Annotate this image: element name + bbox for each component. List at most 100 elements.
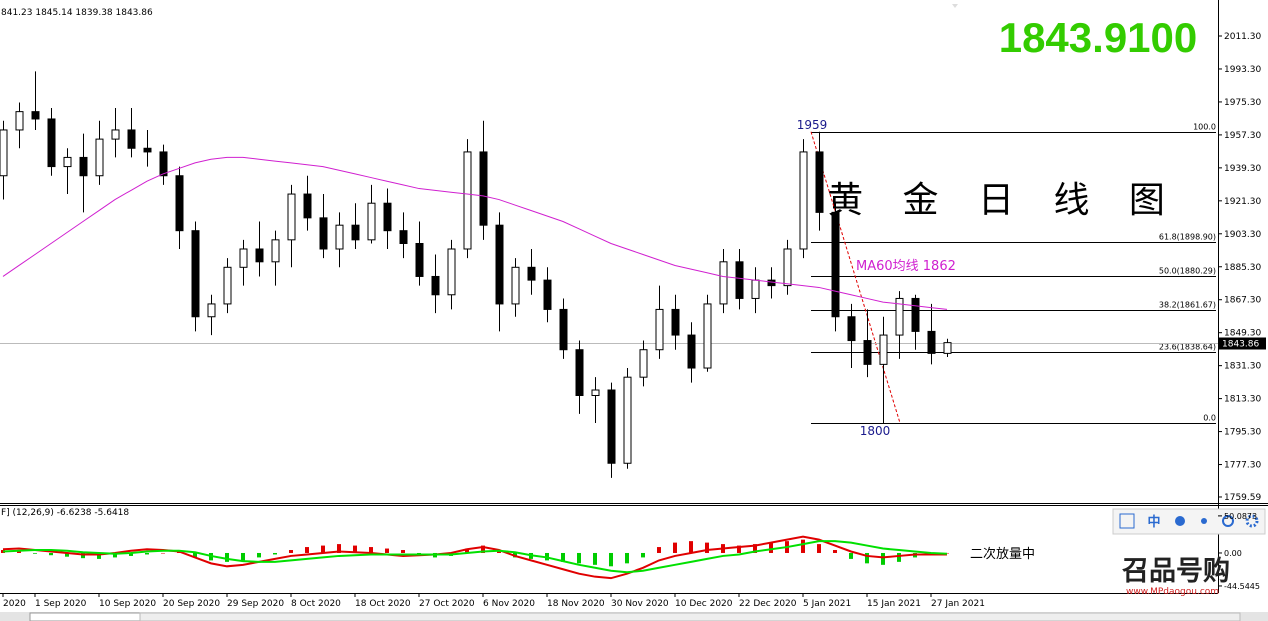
ma-line	[2, 156, 948, 310]
candle-body	[15, 111, 24, 131]
candle-body	[0, 129, 8, 177]
watermark-url: www.MPdaogou.com	[1126, 587, 1219, 597]
histogram-bar	[833, 550, 837, 553]
histogram-bar	[593, 552, 597, 565]
candle-body	[415, 242, 424, 277]
histogram-bar	[881, 552, 885, 565]
candle-body	[159, 151, 168, 177]
candle-body	[223, 266, 232, 305]
candle-body	[463, 151, 472, 250]
y-tick-label: 1921.30	[1224, 197, 1261, 207]
fib-label: 38.2(1861.67)	[1159, 301, 1216, 310]
toolbar-icon[interactable]	[1175, 516, 1185, 526]
y-tick-label: 0.00	[1224, 549, 1242, 558]
candle-body	[607, 389, 616, 464]
histogram-bar	[641, 552, 645, 558]
y-tick-label: 50.0873	[1224, 512, 1257, 521]
histogram-bar	[193, 552, 197, 558]
fib-label: 61.8(1898.90)	[1159, 233, 1216, 242]
candle-body	[879, 334, 888, 365]
histogram-bar	[673, 542, 677, 553]
candle-body	[447, 248, 456, 296]
tab[interactable]	[29, 612, 141, 621]
fib-label: 0.0	[1203, 414, 1216, 423]
candle-body	[383, 202, 392, 232]
candle-body	[511, 266, 520, 305]
candle-body	[543, 279, 552, 310]
candle-body	[95, 138, 104, 177]
candle-body	[751, 279, 760, 299]
candle-body	[79, 156, 88, 177]
histogram-bar	[753, 544, 757, 553]
histogram-bar	[401, 550, 405, 553]
x-tick-label: 27 Oct 2020	[419, 599, 475, 609]
histogram-bar	[353, 545, 357, 553]
y-tick-label: 1993.30	[1224, 65, 1261, 75]
current-price: 1843.9100	[999, 14, 1198, 61]
histogram-bar	[497, 551, 501, 553]
histogram-bar	[737, 545, 741, 553]
y-tick-label: 1831.30	[1224, 362, 1261, 372]
candle-body	[319, 217, 328, 250]
toolbar-icon[interactable]	[1201, 518, 1207, 524]
candle-body	[143, 147, 152, 153]
x-tick-label: 5 Jan 2021	[803, 599, 851, 609]
x-tick-label: 15 Jan 2021	[867, 599, 921, 609]
candle-body	[63, 156, 72, 168]
shift-marker	[952, 4, 958, 8]
y-tick-label: 1885.30	[1224, 263, 1261, 273]
candle-body	[271, 239, 280, 263]
candle-body	[255, 248, 264, 263]
candle-body	[687, 334, 696, 369]
candle-body	[399, 230, 408, 244]
candle-body	[767, 279, 776, 287]
candle-body	[479, 151, 488, 226]
histogram-bar	[817, 544, 821, 553]
histogram-bar	[129, 552, 133, 556]
histogram-bar	[849, 552, 853, 559]
y-tick-label: 1777.30	[1224, 461, 1261, 471]
histogram-bar	[273, 552, 277, 555]
toolbar-bg	[1112, 508, 1266, 535]
candle-body	[671, 308, 680, 336]
toolbar-icon[interactable]	[1245, 514, 1259, 528]
histogram-bar	[1, 550, 5, 553]
x-tick-label: 10 Sep 2020	[99, 599, 156, 609]
histogram-bar	[305, 547, 309, 553]
y-tick-label: 1867.30	[1224, 296, 1261, 306]
histogram-bar	[561, 552, 565, 562]
indicator-label: F] (12,26,9) -6.6238 -5.6418	[1, 508, 129, 518]
histogram-bar	[161, 552, 165, 554]
x-tick-label: 18 Nov 2020	[547, 599, 605, 609]
low-annotation: 1800	[860, 424, 891, 438]
candle-body	[367, 202, 376, 241]
x-tick-label: 18 Oct 2020	[355, 599, 411, 609]
histogram-bar	[65, 552, 69, 557]
y-tick-label: 1813.30	[1224, 395, 1261, 405]
histogram-bar	[289, 550, 293, 553]
toolbar-lang[interactable]: 中	[1147, 514, 1160, 530]
candle-body	[527, 266, 536, 281]
x-tick-label: 2020	[3, 599, 26, 609]
fib-trend	[810, 131, 901, 424]
histogram-bar	[689, 541, 693, 553]
fib-label: 23.6(1838.64)	[1159, 343, 1216, 352]
histogram-bar	[321, 545, 325, 553]
y-tick-label: 1957.30	[1224, 131, 1261, 141]
toolbar: 中	[1112, 508, 1266, 535]
histogram-bar	[257, 552, 261, 558]
candle-body	[639, 349, 648, 378]
x-tick-label: 1 Sep 2020	[35, 599, 87, 609]
tab[interactable]	[139, 612, 1241, 621]
y-tick-label: 1849.30	[1224, 329, 1261, 339]
toolbar-icon[interactable]	[1119, 513, 1135, 529]
x-tick-label: 29 Sep 2020	[227, 599, 284, 609]
high-annotation: 1959	[797, 118, 828, 132]
histogram-bar	[145, 552, 149, 555]
histogram-bar	[49, 552, 53, 556]
toolbar-icon[interactable]	[1222, 515, 1234, 527]
candle-body	[335, 224, 344, 250]
x-tick-label: 10 Dec 2020	[675, 599, 733, 609]
candle-body	[575, 349, 584, 396]
